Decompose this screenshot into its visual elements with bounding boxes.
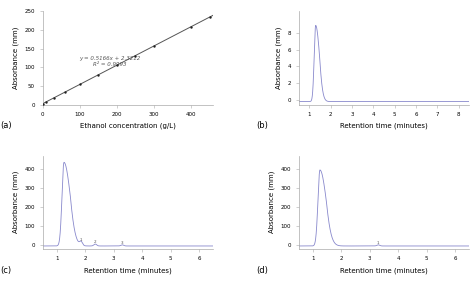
- Y-axis label: Absorbance (mm): Absorbance (mm): [12, 27, 19, 89]
- X-axis label: Ethanol concentration (g/L): Ethanol concentration (g/L): [80, 123, 176, 129]
- Text: (d): (d): [256, 266, 268, 275]
- Point: [43, 100, 50, 104]
- Y-axis label: Absorbance (mm): Absorbance (mm): [268, 171, 275, 233]
- Point: [50, 96, 57, 100]
- Y-axis label: Absorbance (mm): Absorbance (mm): [12, 171, 19, 233]
- Text: 2: 2: [94, 240, 97, 244]
- Text: (b): (b): [256, 121, 268, 130]
- Point: [76, 82, 83, 87]
- Point: [94, 73, 102, 77]
- Point: [132, 53, 139, 58]
- Point: [206, 15, 213, 19]
- Text: 1: 1: [377, 241, 380, 245]
- X-axis label: Retention time (minutes): Retention time (minutes): [340, 123, 428, 129]
- Point: [113, 63, 121, 67]
- X-axis label: Retention time (minutes): Retention time (minutes): [84, 267, 172, 273]
- Point: [187, 24, 195, 29]
- Text: (a): (a): [0, 121, 12, 130]
- Text: (c): (c): [0, 266, 11, 275]
- Point: [150, 44, 158, 48]
- Point: [39, 101, 46, 106]
- Text: 1: 1: [80, 238, 82, 242]
- Point: [61, 90, 69, 94]
- Text: y = 0.5166x + 2.3212
R² = 0.9993: y = 0.5166x + 2.3212 R² = 0.9993: [79, 56, 140, 67]
- X-axis label: Retention time (minutes): Retention time (minutes): [340, 267, 428, 273]
- Y-axis label: Absorbance (mm): Absorbance (mm): [275, 27, 282, 89]
- Text: 3: 3: [121, 241, 124, 245]
